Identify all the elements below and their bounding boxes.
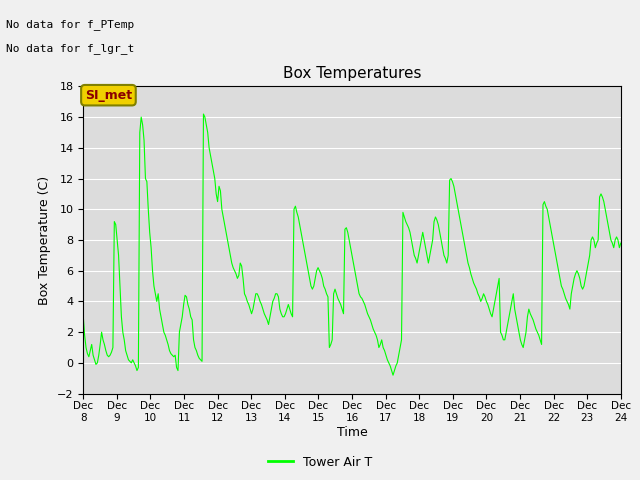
Text: SI_met: SI_met xyxy=(85,89,132,102)
Legend: Tower Air T: Tower Air T xyxy=(263,451,377,474)
Text: No data for f_lgr_t: No data for f_lgr_t xyxy=(6,43,134,54)
Y-axis label: Box Temperature (C): Box Temperature (C) xyxy=(38,175,51,305)
Text: No data for f_PTemp: No data for f_PTemp xyxy=(6,19,134,30)
X-axis label: Time: Time xyxy=(337,426,367,439)
Title: Box Temperatures: Box Temperatures xyxy=(283,66,421,81)
